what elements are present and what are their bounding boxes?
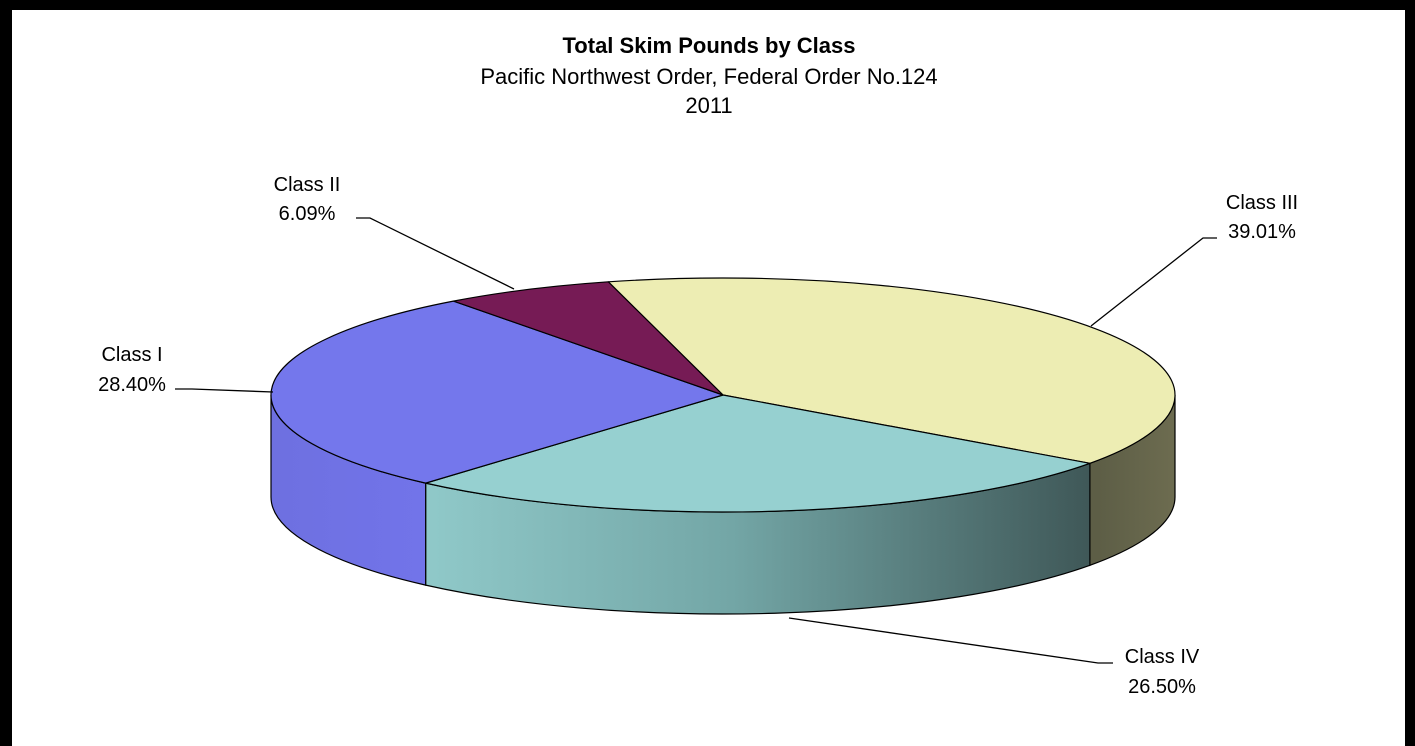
slice-class-iii bbox=[607, 277, 1176, 464]
leader-lines bbox=[175, 217, 1217, 664]
slice-class-i bbox=[270, 300, 724, 484]
pie-tops bbox=[270, 277, 1176, 513]
label-class-ii-percent: 6.09% bbox=[279, 203, 336, 225]
label-class-iii-name: Class III bbox=[1226, 192, 1298, 214]
leader-class-ii bbox=[356, 217, 515, 290]
leader-class-iv bbox=[788, 617, 1113, 664]
label-class-ii-name: Class II bbox=[274, 174, 341, 196]
label-class-iii-percent: 39.01% bbox=[1228, 221, 1296, 243]
label-class-i-percent: 28.40% bbox=[98, 374, 166, 396]
leader-class-i bbox=[175, 388, 274, 393]
pie-sides bbox=[270, 394, 1176, 615]
label-class-iv-percent: 26.50% bbox=[1128, 676, 1196, 698]
label-class-iv-name: Class IV bbox=[1125, 646, 1200, 668]
label-class-i-name: Class I bbox=[101, 344, 162, 366]
slice-labels: Class I 28.40% Class II 6.09% Class III 39.01… bbox=[98, 174, 1298, 698]
slice-class-iv bbox=[425, 394, 1091, 513]
leader-class-iii bbox=[1090, 237, 1217, 327]
slice-class-ii bbox=[452, 281, 724, 396]
chart-title: Total Skim Pounds by Class bbox=[563, 33, 856, 58]
chart-subtitle: Pacific Northwest Order, Federal Order N… bbox=[480, 64, 937, 89]
chart-year: 2011 bbox=[685, 93, 732, 118]
